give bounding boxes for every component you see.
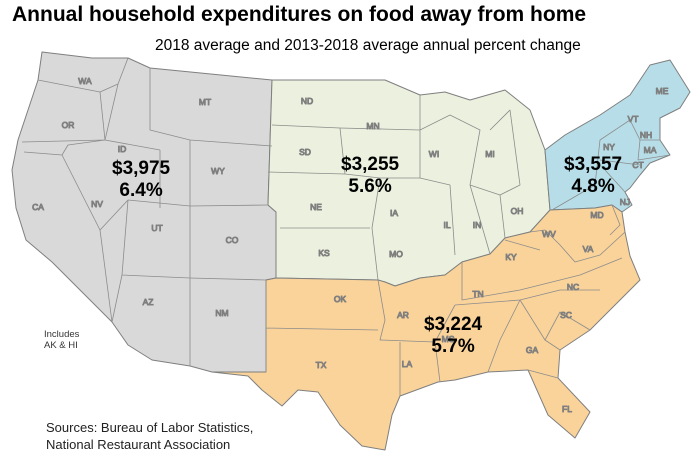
state-label-fl: FL: [562, 404, 572, 414]
state-label-nc: NC: [567, 282, 579, 292]
inset-note-line1: Includes: [44, 329, 80, 340]
state-label-ms: MS: [442, 334, 455, 344]
state-label-la: LA: [402, 359, 413, 369]
region-value-south: $3,224 5.7%: [424, 314, 482, 358]
state-label-me: ME: [656, 86, 669, 96]
state-label-ca: CA: [32, 202, 44, 212]
sources-note: Sources: Bureau of Labor Statistics, Nat…: [46, 419, 253, 453]
state-label-va: VA: [583, 244, 594, 254]
map-subtitle: 2018 average and 2013-2018 average annua…: [155, 37, 581, 54]
state-label-ar: AR: [397, 310, 409, 320]
state-label-id: ID: [118, 144, 127, 154]
midwest-amount: $3,255: [341, 154, 400, 175]
state-label-ok: OK: [334, 294, 347, 304]
state-label-or: OR: [62, 120, 75, 130]
state-label-md: MD: [590, 210, 603, 220]
region-value-west: $3,975 6.4%: [112, 158, 170, 202]
state-label-ks: KS: [318, 248, 330, 258]
state-label-nd: ND: [301, 96, 313, 106]
state-label-co: CO: [226, 235, 239, 245]
state-label-ga: GA: [526, 345, 539, 355]
region-value-midwest: $3,255 5.6%: [341, 154, 399, 198]
state-label-wi: WI: [429, 149, 439, 159]
state-label-mn: MN: [366, 121, 379, 131]
state-label-wa: WA: [78, 76, 92, 86]
region-west: [11, 51, 277, 373]
state-label-sc: SC: [560, 310, 572, 320]
state-label-ny: NY: [603, 142, 615, 152]
state-label-mi: MI: [485, 149, 494, 159]
state-label-oh: OH: [511, 206, 524, 216]
state-label-nj: NJ: [620, 197, 630, 207]
state-label-vt: VT: [628, 114, 639, 124]
sources-line2: National Restaurant Association: [46, 437, 231, 452]
state-label-mo: MO: [389, 249, 403, 259]
west-change: 6.4%: [119, 180, 163, 201]
state-label-ct: CT: [632, 160, 643, 170]
northeast-amount: $3,557: [564, 154, 623, 175]
state-label-nm: NM: [215, 308, 228, 318]
state-label-ne: NE: [310, 202, 322, 212]
northeast-change: 4.8%: [571, 176, 615, 197]
state-label-sd: SD: [299, 147, 311, 157]
midwest-change: 5.6%: [348, 176, 392, 197]
state-label-mt: MT: [199, 97, 211, 107]
state-label-nh: NH: [640, 130, 652, 140]
state-label-nv: NV: [91, 199, 103, 209]
inset-note-line2: AK & HI: [44, 340, 78, 351]
state-label-il: IL: [443, 220, 450, 230]
state-labels: WA OR ID MT WY CA NV UT CO AZ NM ND SD M…: [32, 76, 670, 415]
state-borders: [21, 57, 671, 396]
state-label-tn: TN: [472, 289, 483, 299]
state-label-ma: MA: [644, 145, 657, 155]
inset-note: Includes AK & HI: [44, 329, 79, 351]
state-label-wv: WV: [542, 229, 556, 239]
south-change: 5.7%: [431, 336, 475, 357]
state-label-ut: UT: [151, 223, 162, 233]
sources-line1: Sources: Bureau of Labor Statistics,: [46, 420, 254, 435]
state-label-ky: KY: [505, 252, 517, 262]
state-label-az: AZ: [143, 297, 154, 307]
state-label-wy: WY: [211, 166, 225, 176]
region-value-northeast: $3,557 4.8%: [564, 154, 622, 198]
west-amount: $3,975: [112, 158, 171, 179]
state-label-in: IN: [473, 220, 482, 230]
map-title: Annual household expenditures on food aw…: [12, 3, 587, 26]
south-amount: $3,224: [424, 314, 483, 335]
state-label-ia: IA: [390, 208, 398, 218]
region-south: [211, 204, 641, 451]
state-label-tx: TX: [316, 360, 327, 370]
